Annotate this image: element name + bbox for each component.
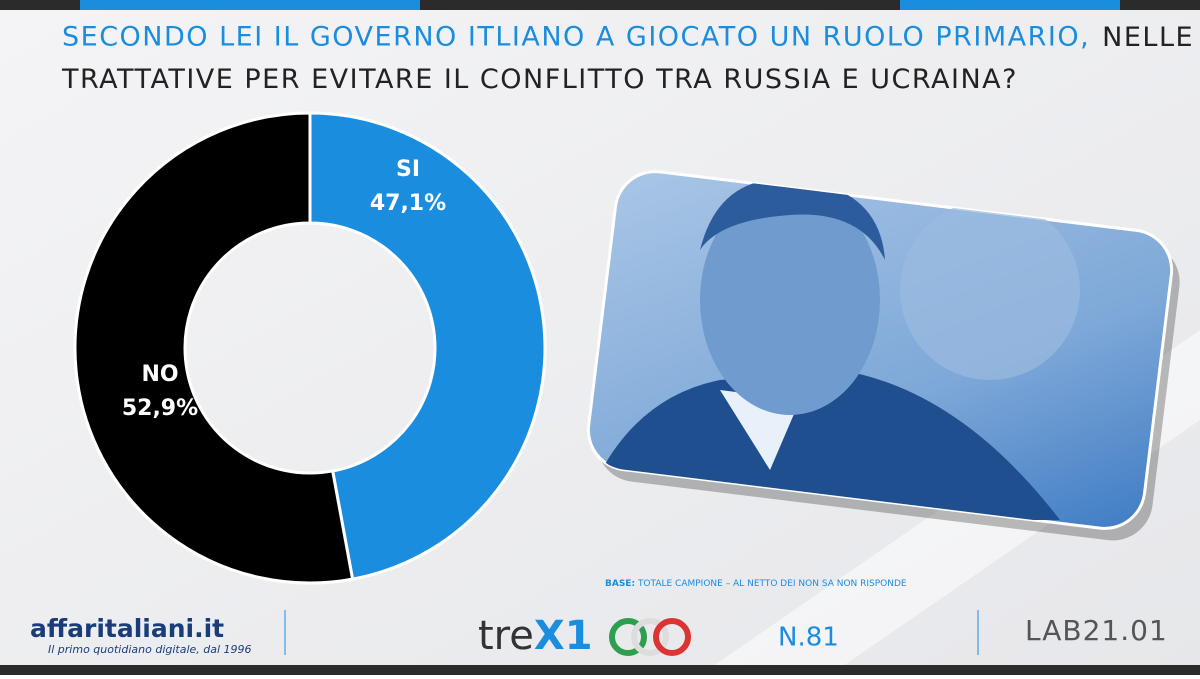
bottom-bar <box>0 665 1200 675</box>
logo-circles <box>609 618 691 656</box>
logo-mark: X1 <box>534 613 593 659</box>
logo-text: tre <box>478 613 534 659</box>
photo <box>583 170 1180 541</box>
value-label: 47,1% <box>370 191 446 216</box>
donut-segment <box>73 111 355 585</box>
brand: affaritaliani.it <box>30 614 224 643</box>
logo: treX1 <box>478 613 593 659</box>
tagline: Il primo quotidiano digitale, dal 1996 <box>48 643 252 656</box>
lab-logo: LAB21.01 <box>1025 614 1168 647</box>
donut-chart: SI 47,1% NO 52,9% <box>73 111 547 585</box>
note-text: TOTALE CAMPIONE – AL NETTO DEI NON SA NO… <box>637 579 907 589</box>
issue: N.81 <box>778 623 839 653</box>
segment-label: NO <box>141 362 178 387</box>
title: NELLE TRATTATIVE PER EVITARE IL CONFLITTO… <box>61 22 1194 95</box>
top-bar <box>0 0 1200 10</box>
note: BASE: TOTALE CAMPIONE – AL NETTO DEI NON… <box>605 579 907 589</box>
top-bar-accent <box>80 0 420 10</box>
title-highlight: SECONDO LEI IL GOVERNO ITLIANO A GIOCATO… <box>62 22 1090 53</box>
donut-segment <box>308 111 547 581</box>
top-bar-accent <box>900 0 1120 10</box>
note-label: BASE: <box>605 579 635 589</box>
segment-label: SI <box>396 157 420 182</box>
value-label: 52,9% <box>122 396 198 421</box>
